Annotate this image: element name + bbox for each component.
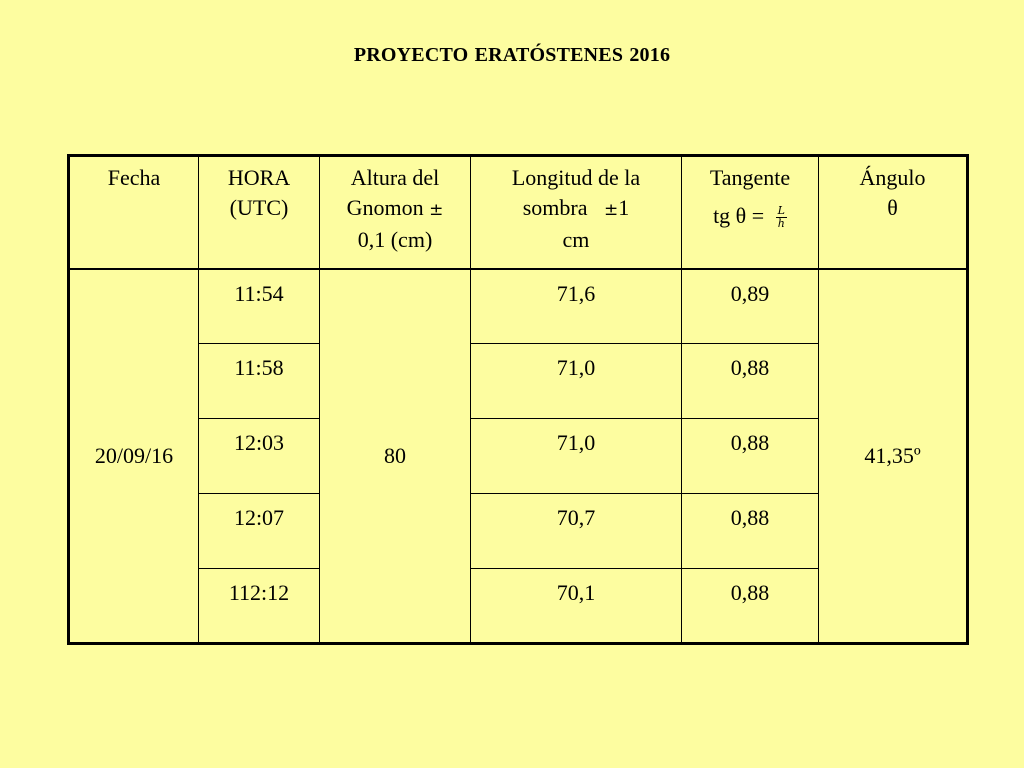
longitud-cell: 70,7	[470, 493, 682, 569]
header-hora: HORA (UTC)	[198, 155, 320, 269]
page-title: PROYECTO ERATÓSTENES 2016	[353, 44, 671, 66]
header-longitud-line1: Longitud de la	[511, 165, 641, 190]
altura-cell: 80	[319, 268, 471, 644]
hora-cell: 112:12	[198, 568, 320, 644]
fraction-denominator: h	[777, 217, 785, 231]
angulo-cell: 41,35º	[818, 268, 968, 644]
header-hora-line2: (UTC)	[229, 195, 289, 220]
longitud-cell: 71,0	[470, 343, 682, 419]
header-angulo-line2: θ	[887, 195, 898, 220]
table-row: 11:58 71,0 0,88	[69, 343, 968, 419]
tangente-cell: 0,88	[681, 418, 819, 494]
hora-cell: 12:03	[198, 418, 320, 494]
longitud-cell: 71,0	[470, 418, 682, 494]
header-longitud-line3: cm	[562, 227, 590, 252]
hora-cell: 12:07	[198, 493, 320, 569]
measurement-table: Fecha HORA (UTC) Altura del Gnomon ± 0,1…	[67, 154, 969, 645]
tangente-cell: 0,89	[681, 268, 819, 344]
tangente-cell: 0,88	[681, 343, 819, 419]
tangente-cell: 0,88	[681, 568, 819, 644]
plus-minus-symbol: ±	[429, 200, 444, 220]
tangente-formula-text: tg θ =	[713, 203, 770, 228]
header-fecha-label: Fecha	[107, 165, 161, 190]
header-row: Fecha HORA (UTC) Altura del Gnomon ± 0,1…	[68, 155, 968, 269]
header-angulo-line1: Ángulo	[859, 165, 926, 190]
table-row: 20/09/16 11:54 80 71,6 0,89 41,35º	[68, 268, 968, 644]
header-hora-line1: HORA	[227, 165, 291, 190]
header-angulo: Ángulo θ	[818, 155, 968, 269]
plus-minus-symbol: ±	[604, 200, 619, 220]
header-longitud: Longitud de la sombra ±1 cm	[470, 155, 682, 269]
header-fecha: Fecha	[68, 155, 199, 269]
header-altura-line3: 0,1 (cm)	[357, 227, 433, 252]
header-altura: Altura del Gnomon ± 0,1 (cm)	[319, 155, 471, 269]
header-altura-line2: Gnomon	[346, 195, 430, 220]
hora-cell: 11:58	[198, 343, 320, 419]
longitud-cell: 71,6	[470, 268, 682, 344]
fecha-cell: 20/09/16	[68, 268, 199, 644]
header-altura-line1: Altura del	[350, 165, 440, 190]
table-row: 112:12 70,1 0,88	[69, 568, 968, 644]
hora-cell: 11:54	[198, 268, 320, 344]
header-longitud-line2: sombra	[522, 195, 604, 220]
table-row: 12:03 71,0 0,88	[69, 418, 968, 494]
tangente-cell: 0,88	[681, 493, 819, 569]
header-longitud-line2b: 1	[618, 195, 630, 220]
longitud-cell: 70,1	[470, 568, 682, 644]
header-tangente-line1: Tangente	[709, 165, 791, 190]
fraction-numerator: L	[775, 204, 787, 219]
